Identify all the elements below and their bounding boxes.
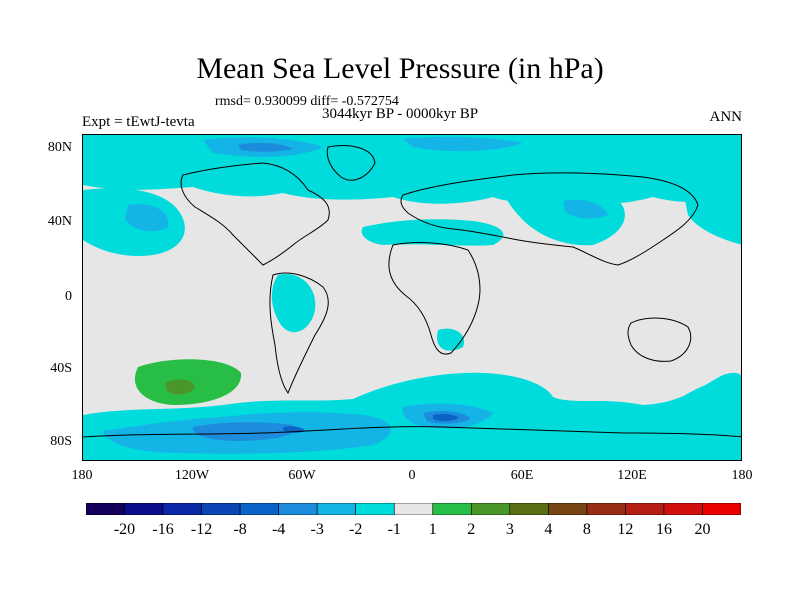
colorbar-tick-label: -20: [113, 521, 136, 538]
coastlines: [83, 145, 741, 438]
colorbar-swatch: [86, 503, 125, 515]
greenland-coast: [326, 145, 376, 181]
colorbar-swatch: [625, 503, 665, 515]
y-tick-label-80s: 80S: [50, 434, 72, 449]
colorbar-swatch: [124, 503, 164, 515]
x-tick-label-0: 0: [408, 468, 416, 483]
south-pacific-stronger-positive: [165, 379, 195, 395]
colorbar-tick-label: -2: [349, 521, 363, 538]
colorbar-tick-label: -4: [271, 521, 286, 538]
colorbar-tick-label: 3: [505, 521, 514, 538]
africa-coast: [388, 242, 481, 355]
y-tick-label-80n: 80N: [47, 140, 72, 155]
colorbar-swatch: [162, 503, 202, 515]
colorbar-tick-label: -3: [310, 521, 324, 538]
experiment-label: Expt = tEwtJ-tevta: [82, 114, 195, 130]
colorbar-swatch: [586, 503, 626, 515]
x-tick-label-120w: 120W: [174, 468, 210, 483]
north-pacific-stronger: [125, 204, 169, 232]
x-tick-label-60w: 60W: [288, 468, 316, 483]
colorbar-swatch: [201, 503, 241, 515]
time-period: 3044kyr BP - 0000kyr BP: [322, 106, 479, 122]
antarctica-coast: [83, 426, 741, 438]
colorbar-tick-label: 16: [655, 521, 672, 538]
colorbar-tick-label: -8: [233, 521, 247, 538]
x-tick-label-120e: 120E: [617, 468, 647, 483]
colorbar-swatch: [393, 503, 434, 515]
y-tick-label-0: 0: [65, 289, 72, 304]
colorbar-swatch: [355, 503, 395, 515]
chart-title: Mean Sea Level Pressure (in hPa): [196, 52, 604, 85]
colorbar-tick-label: 4: [544, 521, 553, 538]
colorbar-tick-label: 20: [694, 521, 711, 538]
colorbar-swatch: [278, 503, 318, 515]
arctic-stronger-negative: [203, 136, 523, 157]
pressure-anomaly-map: [83, 135, 741, 460]
x-tick-label-180w: 180: [71, 468, 93, 483]
australia-coast: [627, 317, 692, 362]
colorbar-swatch: [702, 503, 741, 515]
arctic-deep-negative: [238, 142, 293, 152]
map-panel: [82, 134, 742, 461]
colorbar-swatch: [432, 503, 472, 515]
colorbar-tick-label: 12: [617, 521, 634, 538]
y-tick-label-40s: 40S: [50, 361, 72, 376]
rmsd-diff-stats: rmsd= 0.930099 diff= -0.572754: [215, 94, 399, 109]
colorbar-tick-label: 8: [582, 521, 591, 538]
colorbar-tick-label: -1: [387, 521, 401, 538]
colorbar-tick-label: 2: [467, 521, 476, 538]
tasman-negative: [673, 378, 741, 435]
south-america-coast: [269, 272, 329, 395]
central-asia-negative: [503, 184, 625, 246]
colorbar-swatch: [509, 503, 549, 515]
colorbar-swatch: [316, 503, 357, 515]
north-pacific-negative: [83, 187, 741, 256]
eurasia-coast: [400, 172, 699, 266]
mediterranean-negative: [361, 219, 504, 246]
colorbar-tick-label: 1: [428, 521, 437, 538]
colorbar-swatch: [663, 503, 703, 515]
x-tick-label-60e: 60E: [510, 468, 534, 483]
colorbar: [86, 503, 741, 515]
central-asia-stronger: [563, 199, 608, 219]
colorbar-swatch: [470, 503, 511, 515]
y-tick-label-40n: 40N: [47, 214, 72, 229]
colorbar-tick-label: -12: [190, 521, 213, 538]
colorbar-tick-label: -16: [152, 521, 174, 538]
south-america-negative: [271, 274, 316, 333]
north-america-coast: [180, 162, 330, 266]
colorbar-swatch: [239, 503, 279, 515]
colorbar-swatch: [548, 503, 588, 515]
season-label: ANN: [709, 109, 743, 125]
x-tick-label-180e: 180: [731, 468, 753, 483]
